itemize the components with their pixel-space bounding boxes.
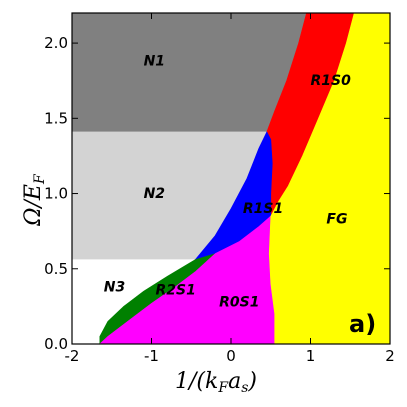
x-tick-label: -2 (65, 347, 80, 365)
y-tick-label: 0.5 (44, 260, 68, 278)
phase-regions (71, 12, 391, 345)
x-tick-label: -1 (144, 347, 159, 365)
region-label-n2: N2 (144, 186, 165, 202)
region-label-r1s0: R1S0 (311, 73, 352, 89)
region-label-r0s1: R0S1 (219, 294, 259, 310)
region-label-fg: FG (326, 212, 347, 228)
y-axis-title: Ω/EF (21, 173, 48, 227)
y-tick-label: 1.5 (44, 109, 68, 127)
x-tick-label: 1 (306, 347, 316, 365)
x-tick-label: 2 (385, 347, 395, 365)
y-tick-label: 0.0 (44, 335, 68, 353)
x-tick-label: 0 (226, 347, 236, 365)
region-label-r1s1: R1S1 (243, 201, 283, 217)
y-tick-label: 1.0 (44, 185, 68, 203)
region-label-n3: N3 (104, 279, 125, 295)
region-n1 (71, 12, 307, 133)
x-axis-title: 1/(kFas) (175, 369, 257, 396)
region-labels: N1 N2 N3 R1S0 R1S1 R2S1 R0S1 FG (104, 54, 351, 311)
panel-label: a) (349, 310, 376, 338)
y-tick-label: 2.0 (44, 34, 68, 52)
region-label-n1: N1 (144, 54, 165, 70)
region-label-r2s1: R2S1 (156, 282, 196, 298)
axis-ticks: -2 -1 0 1 2 0.0 0.5 1.0 1.5 2.0 (44, 13, 395, 365)
